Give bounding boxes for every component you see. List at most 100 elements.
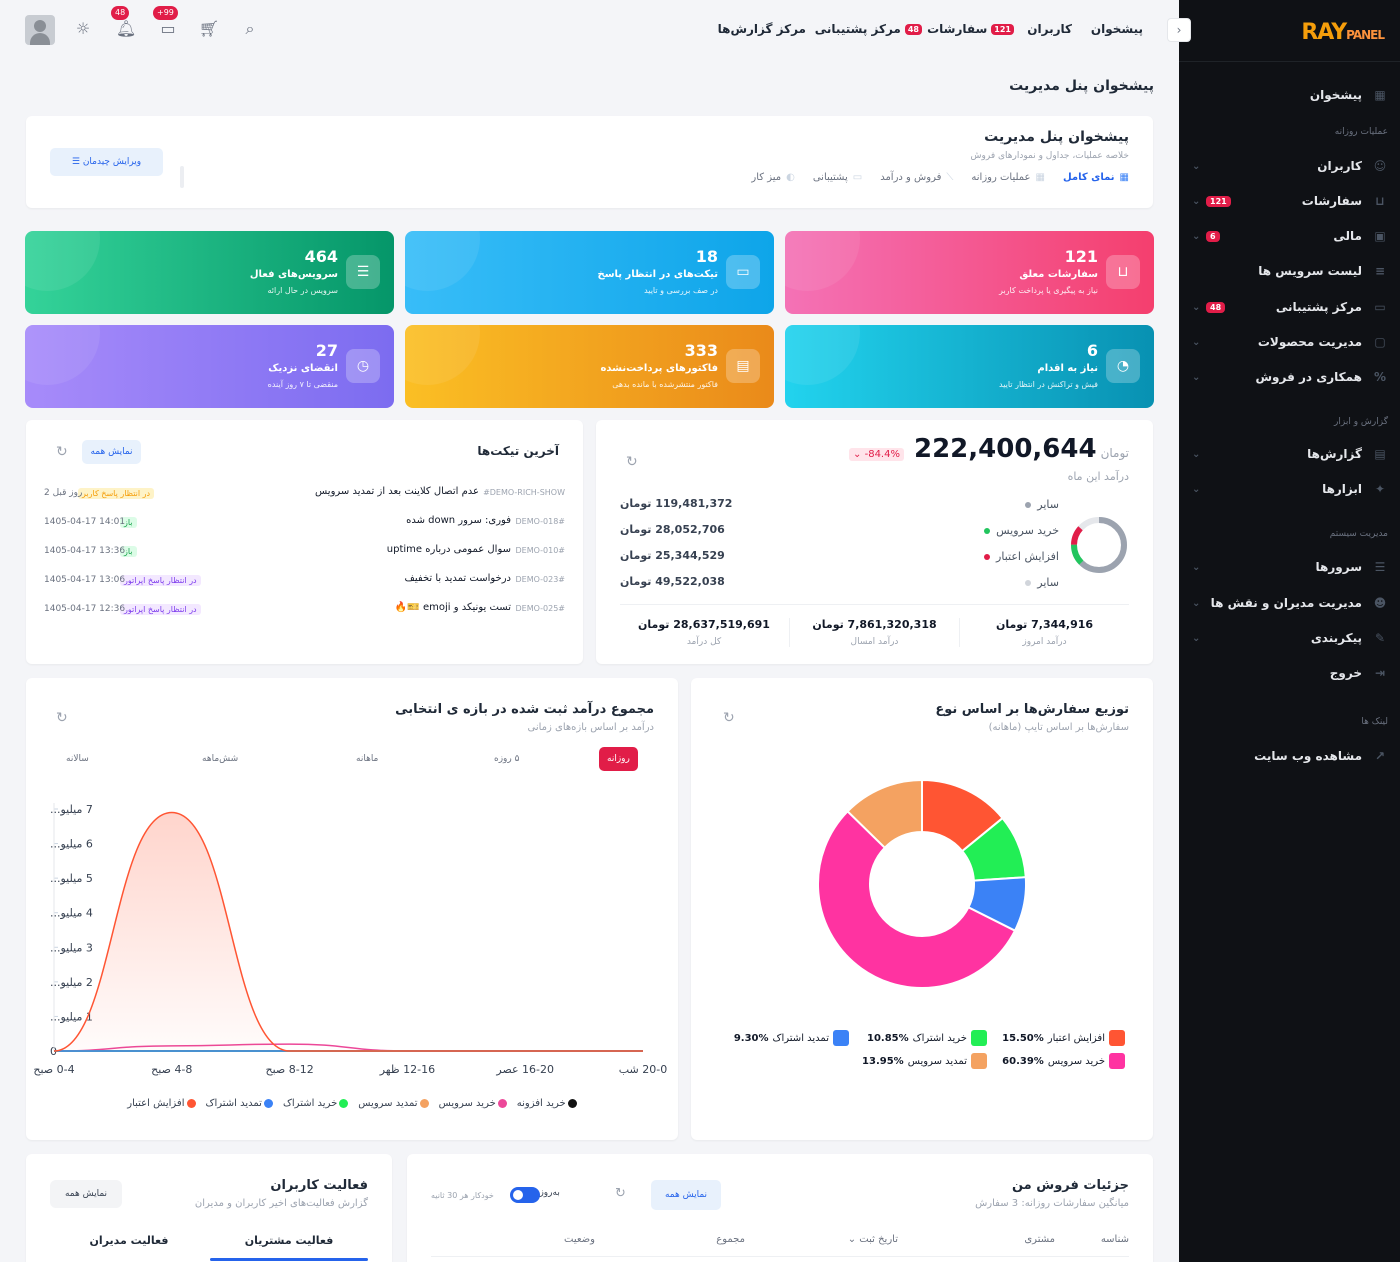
legend-item[interactable]: خرید افزونه [517,1098,577,1109]
donut-legend-item[interactable]: تمدید اشتراک 9.30% [734,1030,849,1046]
tab-2[interactable]: ⟋ فروش و درآمد [880,172,953,183]
messages-icon[interactable]: ▭ +99 [153,6,179,40]
table-header-cell[interactable]: تاریخ ثبت ⌄ [848,1234,898,1245]
tickets-card: آخرین تیکت‌ها نمایش همه ↻ DEMO-RICH-SHOW… [26,420,583,664]
ticket-row[interactable]: DEMO-018# فوری: سرور down شده باز 1405-04-1… [44,515,565,533]
stat-card-5[interactable]: ◷ 27 انقضای نزدیک منقضی تا ۷ روز آینده [25,325,394,408]
refresh-icon[interactable]: ↻ [615,1186,626,1201]
stat-title: سرویس‌های فعال [249,269,338,280]
sort-icon[interactable]: ⌄ [847,1234,860,1245]
top-nav-item-1[interactable]: کاربران [1027,22,1072,36]
top-nav-item-2[interactable]: 121 سفارشات [927,22,1014,36]
sidebar-item-6[interactable]: ▢ مدیریت محصولات ⌄ [1192,330,1388,354]
sidebar-item-1[interactable]: ☺ کاربران ⌄ [1192,154,1388,178]
sidebar-item-11[interactable]: ☻ مدیریت مدیران و نقش ها ⌄ [1192,591,1388,615]
decor-circle [405,325,480,385]
ticket-row[interactable]: DEMO-023# درخواست تمدید با تخفیف در انتظار… [44,573,565,591]
top-nav-item-3[interactable]: 48 مرکز پشتیبانی [815,22,922,36]
donut-legend-item[interactable]: تمدید سرویس 13.95% [862,1053,987,1069]
revenue-total: 28,637,519,691 تومان کل درآمد [619,618,789,647]
chevron-down-icon[interactable]: ⌄ [1192,561,1201,573]
sidebar-item-4[interactable]: ≡ لیست سرویس ها [1192,259,1388,283]
sidebar-item-0[interactable]: ▦ پیشخوان [1192,83,1388,107]
sidebar-item-12[interactable]: ✎ پیکربندی ⌄ [1192,626,1388,650]
chevron-down-icon[interactable]: ⌄ [1192,160,1201,172]
chevron-down-icon[interactable]: ⌄ [1192,230,1201,242]
donut-slice-3[interactable] [817,809,1017,989]
donut-legend-item[interactable]: افزایش اعتبار 15.50% [1002,1030,1125,1046]
sidebar-item-8[interactable]: ▤ گزارش‌ها ⌄ [1192,442,1388,466]
avatar[interactable] [25,15,55,45]
stat-card-0[interactable]: ⊔ 121 سفارشات معلق نیاز به پیگیری یا پرداخت… [785,231,1154,314]
ticket-status-badge: باز [120,517,137,528]
tab-0[interactable]: ▦ نمای کامل [1063,172,1129,183]
donut-legend-item[interactable]: خرید سرویس 60.39% [1002,1053,1125,1069]
ticket-row[interactable]: DEMO-025# تست یونیکد و emoji 🎫🔥 در انتظار … [44,602,565,620]
activity-show-all-button[interactable]: نمایش همه [50,1180,122,1208]
ticket-subject: عدم اتصال کلاینت بعد از تمدید سرویس [315,486,479,497]
ticket-row[interactable]: DEMO-010# سوال عمومی درباره uptime باز 1405… [44,544,565,562]
tab-1[interactable]: ▦ عملیات روزانه [971,172,1045,183]
sales-show-all-button[interactable]: نمایش همه [651,1180,721,1210]
refresh-icon[interactable]: ↻ [723,710,735,726]
scroll-handle[interactable] [180,166,184,188]
table-header-cell[interactable]: مشتری [1024,1234,1055,1245]
sidebar-item-2[interactable]: ⊔ سفارشات 121 ⌄ [1192,189,1388,213]
stat-card-4[interactable]: ▤ 333 فاکتورهای پرداخت‌نشده فاکتور منتشرشده… [405,325,774,408]
chevron-down-icon[interactable]: ⌄ [1192,336,1201,348]
range-tab-1[interactable]: ۵ روزه [494,754,520,764]
sidebar-item-7[interactable]: % همکاری در فروش ⌄ [1192,365,1388,389]
sidebar-collapse-button[interactable]: ‹ [1167,18,1191,42]
legend-item[interactable]: افزایش اعتبار [127,1098,196,1109]
range-tab-3[interactable]: شش‌ماهه [202,754,239,764]
chevron-down-icon[interactable]: ⌄ [1192,597,1201,609]
range-tab-0[interactable]: روزانه [599,747,638,771]
table-header-cell[interactable]: وضعیت [564,1234,595,1245]
sidebar-item-14[interactable]: ↗ مشاهده وب سایت [1192,744,1388,768]
tab-4[interactable]: ◐ میز کار [751,172,794,183]
chevron-down-icon[interactable]: ⌄ [1192,301,1201,313]
donut-slice-4[interactable] [846,778,923,850]
stat-card-2[interactable]: ☰ 464 سرویس‌های فعال سرویس در حال ارائه [25,231,394,314]
chevron-down-icon[interactable]: ⌄ [1192,195,1201,207]
stat-value: 6 [1086,341,1098,360]
brand-logo[interactable]: RAYPANEL [1301,20,1385,45]
basket-icon[interactable]: 🛒︎ [198,19,220,38]
refresh-icon[interactable]: ↻ [56,444,68,460]
sidebar-item-5[interactable]: ▭ مرکز پشتیبانی 48 ⌄ [1192,295,1388,319]
table-header-cell[interactable]: مجموع [716,1234,745,1245]
top-nav-item-4[interactable]: مرکز گزارش‌ها [718,22,806,36]
sidebar-item-10[interactable]: ☰ سرورها ⌄ [1192,555,1388,579]
ticket-row[interactable]: DEMO-RICH-SHOW# عدم اتصال کلاینت بعد از ت… [44,486,565,504]
range-tab-4[interactable]: سالانه [66,754,89,764]
top-nav-item-0[interactable]: پیشخوان [1091,22,1143,36]
bell-icon[interactable]: 🔔︎ 48 [111,6,137,40]
donut-legend-item[interactable]: خرید اشتراک 10.85% [867,1030,987,1046]
edit-layout-button[interactable]: ویرایش چیدمان ☰ [50,148,163,176]
sidebar-item-3[interactable]: ▣ مالی 6 ⌄ [1192,224,1388,248]
tab-3[interactable]: ▭ پشتیبانی [813,172,862,183]
auto-refresh-toggle[interactable] [510,1187,540,1203]
legend-item[interactable]: خرید اشتراک [283,1098,349,1109]
refresh-icon[interactable]: ↻ [626,454,638,470]
sidebar-item-13[interactable]: ⇥ خروج [1192,661,1388,685]
legend-percent: 10.85% [867,1032,909,1044]
chevron-down-icon[interactable]: ⌄ [1192,632,1201,644]
search-icon[interactable]: ⌕ [245,19,255,38]
chevron-down-icon[interactable]: ⌄ [1192,371,1201,383]
sidebar-item-9[interactable]: ✦ ابزارها ⌄ [1192,477,1388,501]
tab-admin-activity[interactable]: فعالیت مدیران [89,1234,169,1247]
stat-card-1[interactable]: ▭ 18 تیکت‌های در انتظار پاسخ در صف بررسی و … [405,231,774,314]
chevron-down-icon[interactable]: ⌄ [1192,448,1201,460]
theme-toggle-icon[interactable]: ☼ [75,19,91,38]
legend-item[interactable]: تمدید سرویس [358,1098,429,1109]
refresh-icon[interactable]: ↻ [56,710,68,726]
tab-customer-activity[interactable]: فعالیت مشتریان [244,1234,334,1247]
table-header-cell[interactable]: شناسه [1101,1234,1129,1245]
chevron-down-icon[interactable]: ⌄ [1192,483,1201,495]
range-tab-2[interactable]: ماهانه [356,754,379,764]
legend-item[interactable]: خرید سرویس [439,1098,507,1109]
tickets-show-all-button[interactable]: نمایش همه [82,440,141,464]
stat-card-3[interactable]: ◔ 6 نیاز به اقدام فیش و تراکنش در انتظار تا… [785,325,1154,408]
legend-item[interactable]: تمدید اشتراک [206,1098,273,1109]
